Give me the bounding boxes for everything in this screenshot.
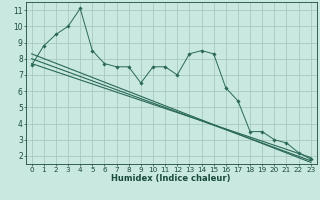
- X-axis label: Humidex (Indice chaleur): Humidex (Indice chaleur): [111, 174, 231, 183]
